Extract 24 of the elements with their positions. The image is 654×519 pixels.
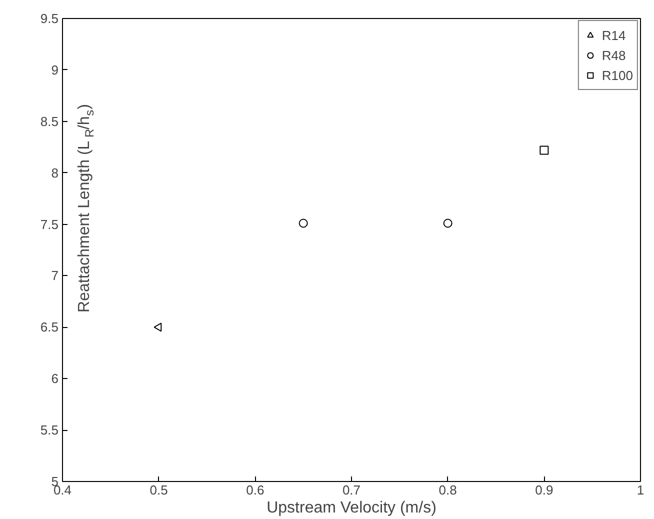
y-tick-label: 6 bbox=[51, 371, 59, 386]
x-tick-label: 0.9 bbox=[535, 482, 554, 498]
point bbox=[298, 218, 308, 228]
x-tick-label: 0.7 bbox=[342, 482, 361, 498]
y-tick-label: 6.5 bbox=[40, 320, 59, 335]
y-tick-label: 8 bbox=[51, 165, 59, 180]
legend-label: R48 bbox=[602, 48, 626, 62]
x-tick-label: 0.6 bbox=[246, 482, 264, 498]
y-tick-label: 7.5 bbox=[40, 216, 59, 232]
y-tick-label: 7 bbox=[51, 268, 59, 284]
legend-label: R100 bbox=[602, 68, 633, 82]
y-tick-label: 9.5 bbox=[40, 11, 59, 26]
legend-label: R14 bbox=[602, 28, 626, 42]
x-tick-label: 0.8 bbox=[438, 482, 457, 498]
point bbox=[154, 322, 162, 332]
y-tick-label: 5.5 bbox=[40, 422, 59, 438]
point bbox=[540, 146, 549, 155]
point bbox=[443, 218, 452, 228]
x-tick-label: 0.5 bbox=[150, 482, 168, 498]
x-axis-title: Upstream Velocity (m/s) bbox=[266, 500, 436, 516]
y-tick-label: 9 bbox=[51, 62, 59, 78]
x-tick-label: 1 bbox=[636, 482, 644, 498]
y-tick-label: 8.5 bbox=[40, 114, 59, 129]
y-axis-title: Reattachment Length (LR/hs) bbox=[76, 104, 96, 312]
